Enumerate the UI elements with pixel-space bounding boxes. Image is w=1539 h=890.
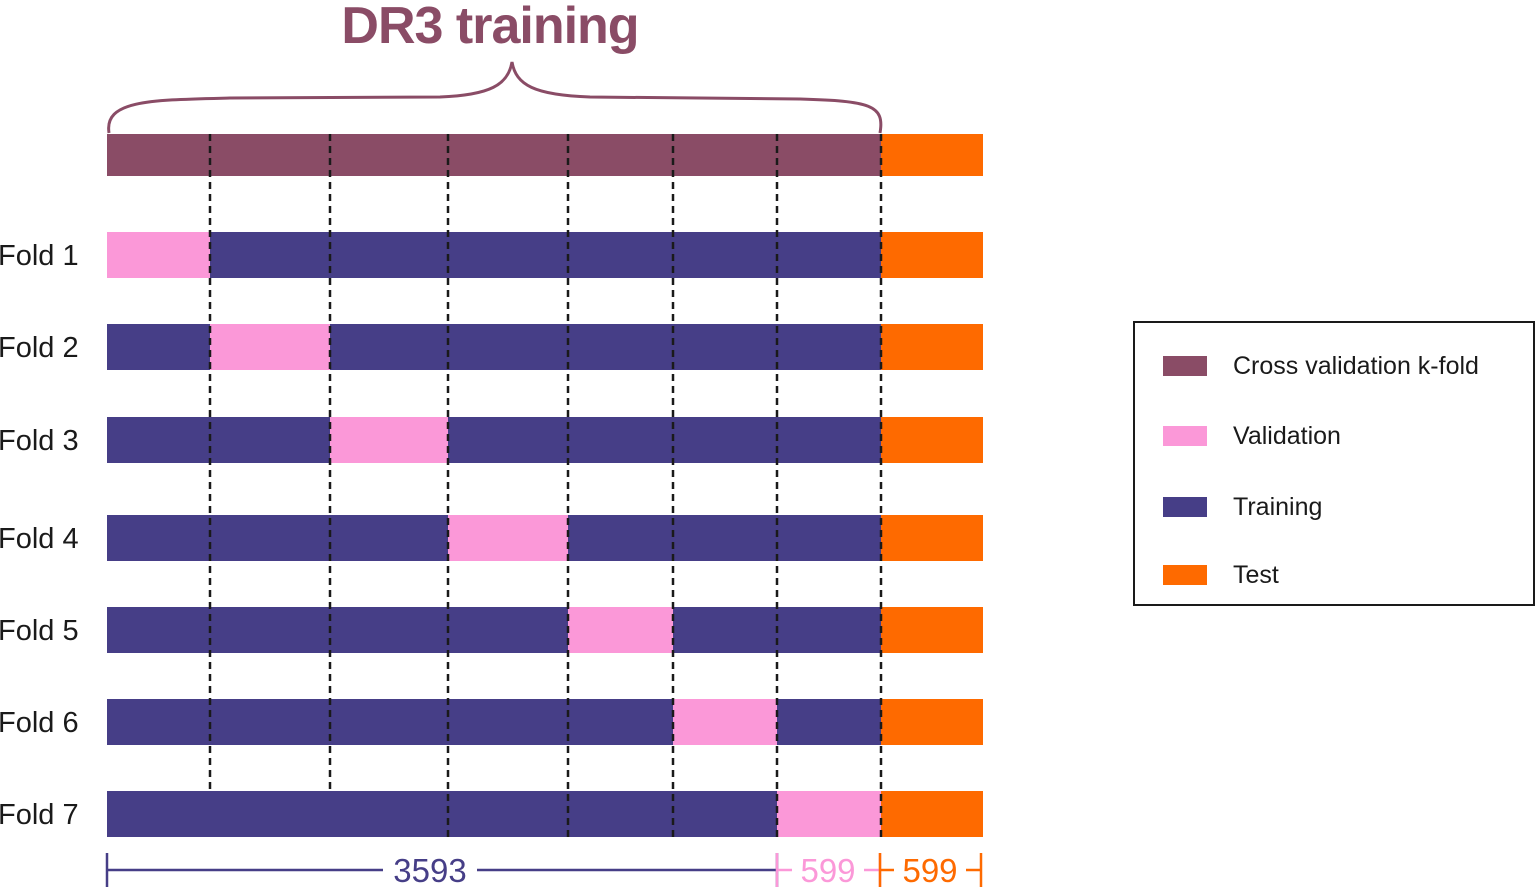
legend-swatch — [1163, 497, 1207, 517]
size-axis: 3593 599 599 — [105, 852, 983, 889]
fold-row: Fold 1 — [0, 232, 983, 278]
test-segment — [881, 699, 983, 745]
training-segment — [107, 791, 881, 837]
fold-rows: Fold 1 Fold 2 Fold 3 Fold 4 Fold 5 Fold 6 Fold… — [0, 232, 983, 837]
legend-item: Training — [1163, 492, 1323, 521]
fold-label: Fold 3 — [0, 425, 79, 457]
test-segment — [881, 791, 983, 837]
legend-item: Validation — [1163, 421, 1341, 450]
validation-segment — [330, 417, 448, 463]
fold-row: Fold 3 — [0, 417, 983, 463]
training-segment — [107, 417, 881, 463]
legend: Cross validation k-fold Validation Trainin… — [1133, 321, 1535, 606]
fold-row: Fold 6 — [0, 699, 983, 745]
validation-segment — [777, 791, 881, 837]
fold-row: Fold 7 — [0, 791, 983, 837]
cv-test-segment — [881, 134, 983, 176]
fold-label: Fold 5 — [0, 615, 79, 647]
legend-swatch — [1163, 426, 1207, 446]
test-segment — [881, 607, 983, 653]
legend-swatch — [1163, 356, 1207, 376]
legend-swatch — [1163, 565, 1207, 585]
validation-segment — [107, 232, 210, 278]
cv-segment — [107, 134, 881, 176]
training-segment — [107, 607, 881, 653]
fold-label: Fold 6 — [0, 707, 79, 739]
title-brace — [107, 61, 883, 134]
legend-item: Test — [1163, 560, 1279, 589]
fold-label: Fold 4 — [0, 523, 79, 555]
fold-label: Fold 7 — [0, 799, 79, 831]
legend-label: Cross validation k-fold — [1233, 351, 1479, 380]
fold-label: Fold 1 — [0, 240, 79, 272]
segment-dividers — [208, 134, 883, 838]
validation-segment — [673, 699, 777, 745]
fold-label: Fold 2 — [0, 332, 79, 364]
test-segment — [881, 324, 983, 370]
validation-segment — [210, 324, 330, 370]
training-segment — [107, 232, 881, 278]
cv-bar — [107, 134, 983, 176]
diagram-title: DR3 training — [341, 0, 638, 55]
fold-row: Fold 4 — [0, 515, 983, 561]
validation-segment — [568, 607, 673, 653]
legend-label: Training — [1233, 492, 1323, 521]
fold-row: Fold 5 — [0, 607, 983, 653]
validation-segment — [448, 515, 568, 561]
validation-size-label: 599 — [800, 852, 855, 889]
test-segment — [881, 232, 983, 278]
test-segment — [881, 515, 983, 561]
training-size-label: 3593 — [393, 852, 466, 889]
test-size-label: 599 — [902, 852, 957, 889]
fold-row: Fold 2 — [0, 324, 983, 370]
test-segment — [881, 417, 983, 463]
legend-item: Cross validation k-fold — [1163, 351, 1479, 380]
legend-label: Validation — [1233, 421, 1341, 450]
legend-label: Test — [1233, 560, 1279, 589]
